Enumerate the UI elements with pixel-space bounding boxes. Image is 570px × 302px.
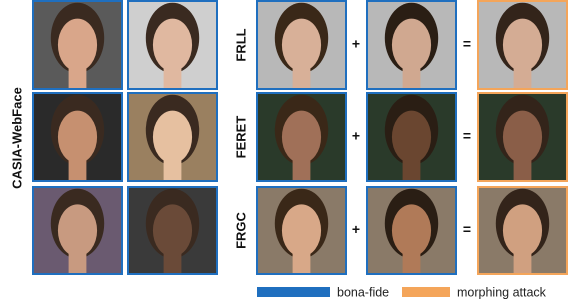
equals-sign: = bbox=[463, 128, 471, 144]
face bbox=[282, 204, 321, 256]
legend-swatch bbox=[402, 287, 450, 297]
face bbox=[282, 19, 321, 72]
legend-label: morphing attack bbox=[457, 285, 547, 299]
figure: CASIA-WebFace FRLL + = FERET + = FRGC + = bona-fi… bbox=[0, 0, 570, 302]
dataset-label: CASIA-WebFace bbox=[9, 87, 24, 189]
face bbox=[503, 204, 542, 256]
plus-sign: + bbox=[352, 221, 360, 237]
face bbox=[153, 111, 192, 164]
row-label: FERET bbox=[233, 116, 248, 159]
face bbox=[58, 19, 97, 72]
plus-sign: + bbox=[352, 128, 360, 144]
row-label: FRGC bbox=[233, 211, 248, 248]
face bbox=[282, 111, 321, 164]
legend-swatch bbox=[257, 287, 330, 297]
face bbox=[392, 204, 431, 256]
face bbox=[58, 204, 97, 256]
equals-sign: = bbox=[463, 221, 471, 237]
face bbox=[392, 19, 431, 72]
face bbox=[153, 204, 192, 256]
face bbox=[503, 19, 542, 72]
equals-sign: = bbox=[463, 36, 471, 52]
face bbox=[58, 111, 97, 164]
legend-label: bona-fide bbox=[337, 285, 389, 299]
face bbox=[153, 19, 192, 72]
row-label: FRLL bbox=[233, 28, 248, 61]
face bbox=[392, 111, 431, 164]
plus-sign: + bbox=[352, 36, 360, 52]
face bbox=[503, 111, 542, 164]
